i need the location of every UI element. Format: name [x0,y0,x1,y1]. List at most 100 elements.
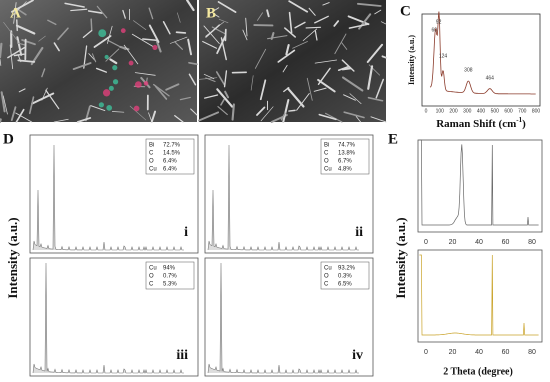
element: Bi [324,143,329,149]
dendrite [190,108,198,116]
dendrite [250,75,254,91]
dendrite [129,105,147,121]
peak-label: 308 [464,67,473,73]
dendrite [282,99,290,124]
dendrite [325,112,343,123]
dendrite [10,1,27,18]
element: O [324,274,329,280]
dendrite [254,48,267,69]
percentage: 0.3% [338,274,352,280]
highlight [128,60,134,66]
dendrite [337,65,350,72]
dendrite [123,44,139,65]
x-tick-label: 800 [532,108,541,114]
dendrite [122,9,126,19]
percentage: 13.8% [338,151,356,157]
dendrite [284,27,296,38]
peak-label: 60 [431,27,437,33]
highlight [134,81,142,88]
dendrite [288,11,293,34]
dendrite [41,68,46,78]
dendrite [91,53,97,63]
xrd-pattern [419,254,539,336]
dendrite [367,96,384,102]
dendrite [0,59,2,66]
dendrite [175,31,187,34]
dendrite [10,106,17,122]
dendrite [87,10,103,14]
dendrite [370,116,387,123]
peak-label: 464 [486,75,495,81]
dendrite [366,43,384,63]
percentage: 74.7% [338,143,356,149]
dendrite [313,87,327,92]
dendrite [308,7,316,16]
dendrite [9,44,14,70]
dendrite [217,1,237,13]
sem-texture [0,0,387,124]
dendrite [215,71,226,86]
x-tick-label: 40 [475,239,483,246]
dendrite [142,38,159,42]
dendrite [131,33,154,47]
x-tick-label: 80 [528,239,536,246]
element: C [149,282,154,288]
highlight [133,105,140,112]
element: C [149,151,154,157]
dendrite [317,67,331,86]
highlight [143,81,149,86]
dendrite [283,87,290,93]
dendrite [148,7,154,20]
highlight [152,44,158,50]
dendrite [375,78,385,99]
dendrite [260,106,274,122]
eds-spectrum [207,262,359,374]
element: Cu [324,266,332,272]
dendrite [41,87,48,101]
percentage: 5.3% [163,282,177,288]
dendrite [282,64,288,73]
dendrite [224,90,230,99]
dendrite [205,77,216,82]
dendrite [96,5,108,19]
dendrite [0,91,6,113]
composition-box [320,138,370,175]
dendrite [202,40,218,49]
panel-label: E [388,131,398,147]
dendrite [212,12,220,18]
percentage: 6.4% [163,167,177,173]
subplot-label: iii [176,348,188,363]
dendrite [368,64,381,76]
x-tick-label: 20 [449,349,457,356]
dendrite [314,59,338,64]
subplot-label: i [184,225,188,240]
dendrite [349,93,362,105]
composition-box [145,138,195,175]
sem-image-b [199,0,386,122]
highlight [112,65,118,71]
dendrite [45,89,60,110]
dendrite [47,19,57,26]
dendrite [220,98,225,106]
percentage: 14.5% [163,151,181,157]
x-tick-label: 600 [504,108,513,114]
dendrite [223,70,228,88]
dendrite [53,42,60,52]
x-tick-label: 100 [436,108,445,114]
dendrite [133,20,147,30]
x-axis-title-text: Raman Shift (cm [436,118,516,130]
element: O [149,159,154,165]
highlight [120,28,126,34]
dendrite [0,42,3,59]
dendrite [288,0,309,13]
percentage: 93.2% [338,266,356,272]
dendrite [218,18,229,24]
eds-spectrum [32,262,184,374]
dendrite [216,35,227,55]
y-axis-title: Intensity (a.u.) [407,35,416,85]
dendrite [148,24,160,43]
raman-spectrum [429,11,536,95]
dendrite [15,112,33,123]
dendrite [28,96,35,115]
